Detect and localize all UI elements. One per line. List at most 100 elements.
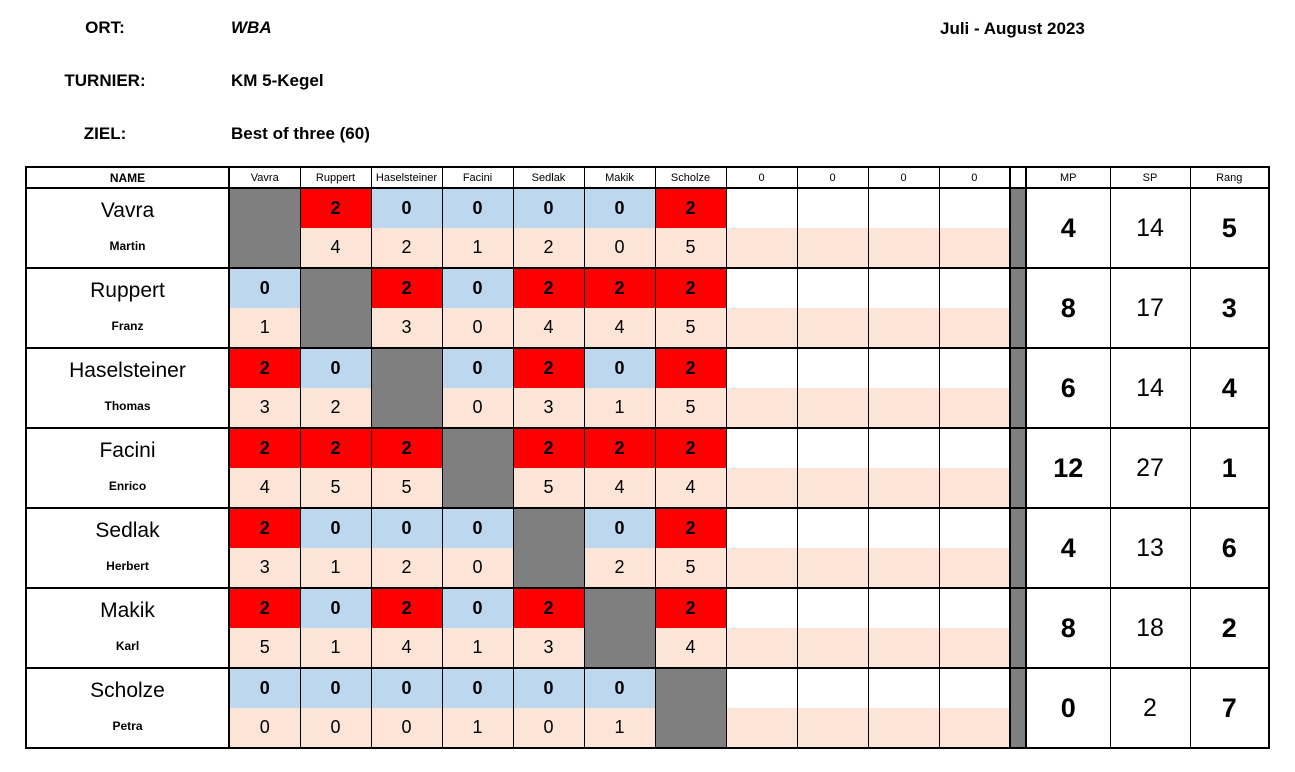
empty-cell bbox=[725, 347, 798, 388]
set-points-cell: 5 bbox=[654, 228, 727, 269]
col-header-facini: Facini bbox=[441, 166, 514, 189]
empty-cell bbox=[867, 427, 940, 468]
match-points-cell: 0 bbox=[299, 667, 372, 708]
rang-cell: 4 bbox=[1189, 347, 1270, 428]
col-header-sp: SP bbox=[1109, 166, 1191, 189]
set-points-cell: 0 bbox=[441, 388, 514, 429]
match-points-cell: 2 bbox=[299, 427, 372, 468]
player-firstname: Franz bbox=[111, 319, 144, 333]
separator-cell bbox=[1009, 507, 1027, 588]
match-points-cell: 0 bbox=[370, 507, 443, 548]
empty-cell bbox=[938, 507, 1011, 548]
mp-total-cell: 4 bbox=[1025, 187, 1111, 268]
set-points-cell: 0 bbox=[441, 308, 514, 349]
empty-cell bbox=[796, 347, 869, 388]
match-points-cell: 0 bbox=[299, 587, 372, 628]
empty-cell bbox=[796, 708, 869, 749]
empty-cell bbox=[938, 548, 1011, 589]
player-surname: Vavra bbox=[100, 199, 155, 222]
set-points-cell: 5 bbox=[512, 468, 585, 509]
match-points-cell: 2 bbox=[228, 587, 301, 628]
diagonal-cell bbox=[299, 267, 372, 348]
match-points-cell: 2 bbox=[654, 507, 727, 548]
diagonal-cell bbox=[228, 187, 301, 268]
empty-cell bbox=[725, 587, 798, 628]
player-name-cell: Sedlak Herbert bbox=[25, 507, 230, 588]
set-points-cell: 1 bbox=[441, 228, 514, 269]
sp-total-cell: 18 bbox=[1109, 587, 1191, 668]
player-name-cell: Facini Enrico bbox=[25, 427, 230, 508]
empty-cell bbox=[725, 187, 798, 228]
empty-cell bbox=[725, 548, 798, 589]
empty-cell bbox=[867, 308, 940, 349]
sp-total-cell: 13 bbox=[1109, 507, 1191, 588]
player-surname: Facini bbox=[99, 439, 156, 462]
col-header-scholze: Scholze bbox=[654, 166, 727, 189]
set-points-cell: 0 bbox=[512, 708, 585, 749]
empty-cell bbox=[938, 187, 1011, 228]
set-points-cell: 5 bbox=[654, 308, 727, 349]
col-header-extra-1: 0 bbox=[725, 166, 798, 189]
results-table: NAME Vavra Ruppert Haselsteiner Facini Sedlak… bbox=[25, 166, 1270, 749]
player-firstname: Herbert bbox=[106, 559, 149, 573]
match-points-cell: 2 bbox=[654, 267, 727, 308]
player-name-cell: Vavra Martin bbox=[25, 187, 230, 268]
empty-cell bbox=[867, 267, 940, 308]
diagonal-cell bbox=[654, 667, 727, 748]
empty-cell bbox=[867, 388, 940, 429]
set-points-cell: 2 bbox=[370, 228, 443, 269]
results-body: Vavra Martin 2 0 0 0 0 2 4 14 5 4 2 1 2 0 5 Ruppert Franz 0… bbox=[25, 187, 1270, 749]
player-firstname: Karl bbox=[115, 639, 140, 653]
empty-cell bbox=[867, 587, 940, 628]
match-points-cell: 0 bbox=[583, 187, 656, 228]
match-points-cell: 0 bbox=[370, 667, 443, 708]
player-surname: Scholze bbox=[90, 679, 165, 702]
match-points-cell: 0 bbox=[583, 347, 656, 388]
set-points-cell: 1 bbox=[299, 628, 372, 669]
empty-cell bbox=[725, 468, 798, 509]
set-points-cell: 0 bbox=[441, 548, 514, 589]
player-name-cell: Ruppert Franz bbox=[25, 267, 230, 348]
sp-total-cell: 27 bbox=[1109, 427, 1191, 508]
empty-cell bbox=[938, 267, 1011, 308]
empty-cell bbox=[725, 708, 798, 749]
set-points-cell: 5 bbox=[654, 388, 727, 429]
mp-total-cell: 6 bbox=[1025, 347, 1111, 428]
match-points-cell: 0 bbox=[441, 507, 514, 548]
set-points-cell: 3 bbox=[512, 388, 585, 429]
set-points-cell: 3 bbox=[228, 388, 301, 429]
empty-cell bbox=[938, 427, 1011, 468]
set-points-cell: 2 bbox=[299, 388, 372, 429]
match-points-cell: 2 bbox=[228, 427, 301, 468]
col-header-separator bbox=[1009, 166, 1027, 189]
empty-cell bbox=[867, 228, 940, 269]
player-firstname: Thomas bbox=[104, 399, 151, 413]
empty-cell bbox=[938, 347, 1011, 388]
set-points-cell: 0 bbox=[370, 708, 443, 749]
empty-cell bbox=[796, 228, 869, 269]
match-points-cell: 0 bbox=[441, 587, 514, 628]
match-points-cell: 2 bbox=[583, 267, 656, 308]
empty-cell bbox=[796, 468, 869, 509]
empty-cell bbox=[938, 388, 1011, 429]
rang-cell: 1 bbox=[1189, 427, 1270, 508]
date-range: Juli - August 2023 bbox=[940, 19, 1085, 38]
empty-cell bbox=[725, 388, 798, 429]
set-points-cell: 4 bbox=[583, 468, 656, 509]
player-row-scholze: Scholze Petra 0 0 0 0 0 0 0 2 7 bbox=[25, 667, 1270, 748]
empty-cell bbox=[938, 308, 1011, 349]
set-points-cell: 2 bbox=[512, 228, 585, 269]
rang-cell: 6 bbox=[1189, 507, 1270, 588]
sp-total-cell: 2 bbox=[1109, 667, 1191, 748]
empty-cell bbox=[938, 587, 1011, 628]
empty-cell bbox=[796, 187, 869, 228]
empty-cell bbox=[796, 388, 869, 429]
empty-cell bbox=[725, 507, 798, 548]
set-points-cell: 1 bbox=[583, 388, 656, 429]
rang-cell: 7 bbox=[1189, 667, 1270, 748]
ort-label: ORT: bbox=[85, 18, 125, 37]
set-points-cell: 3 bbox=[228, 548, 301, 589]
empty-cell bbox=[867, 628, 940, 669]
